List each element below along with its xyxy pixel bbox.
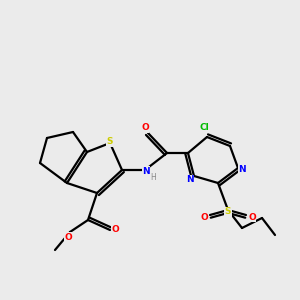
Text: O: O bbox=[248, 212, 256, 221]
Text: O: O bbox=[141, 124, 149, 133]
Text: S: S bbox=[225, 208, 231, 217]
Text: H: H bbox=[150, 172, 156, 182]
Text: O: O bbox=[200, 212, 208, 221]
Text: N: N bbox=[142, 167, 150, 176]
Text: N: N bbox=[186, 176, 194, 184]
Text: S: S bbox=[107, 137, 113, 146]
Text: N: N bbox=[238, 166, 246, 175]
Text: Cl: Cl bbox=[199, 122, 209, 131]
Text: O: O bbox=[64, 232, 72, 242]
Text: O: O bbox=[111, 226, 119, 235]
